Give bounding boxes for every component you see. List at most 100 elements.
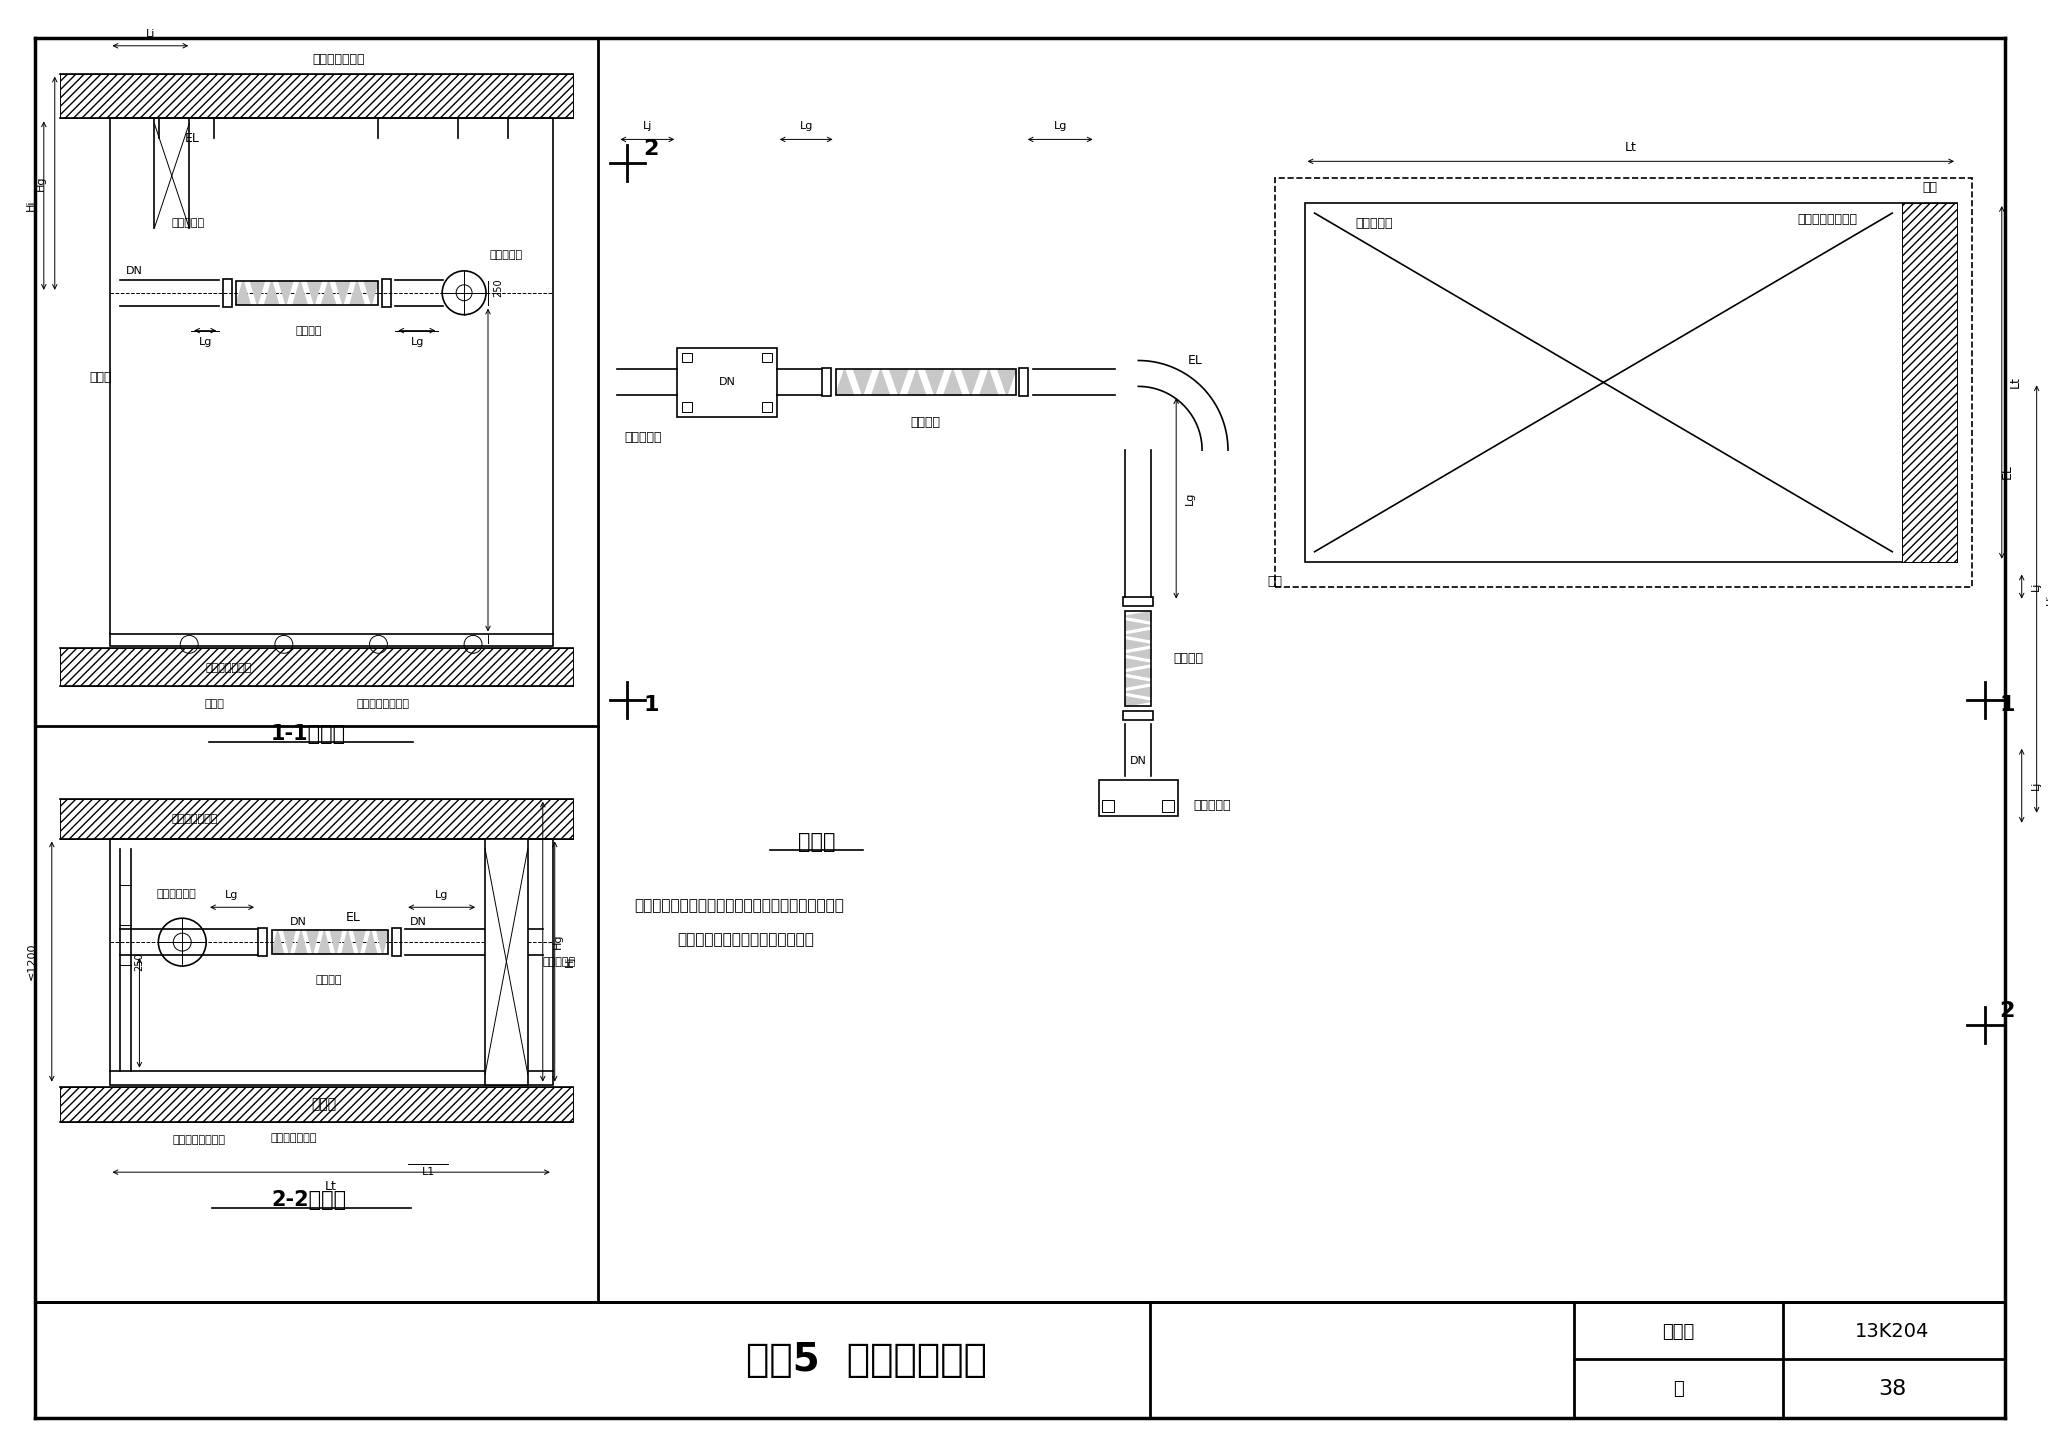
Text: 2-2剖面图: 2-2剖面图	[270, 1190, 346, 1210]
Text: Hg: Hg	[553, 933, 563, 949]
Bar	[381, 280, 391, 307]
Bar	[682, 352, 692, 363]
Text: Hg: Hg	[35, 176, 45, 191]
Bar	[272, 930, 389, 954]
Bar	[1020, 368, 1028, 396]
Text: 2: 2	[1999, 1000, 2015, 1021]
Text: 1-1剖面图: 1-1剖面图	[270, 724, 346, 744]
Polygon shape	[365, 281, 379, 304]
Text: 悬吊式移动车平台: 悬吊式移动车平台	[1798, 213, 1858, 226]
Text: 金属软管: 金属软管	[295, 326, 322, 336]
Polygon shape	[365, 930, 377, 954]
Text: Lg: Lg	[410, 336, 424, 347]
Text: Lj: Lj	[2032, 780, 2040, 791]
Polygon shape	[1126, 677, 1151, 687]
Text: EL: EL	[184, 132, 199, 146]
Bar	[821, 368, 831, 396]
Text: 13K204: 13K204	[1855, 1322, 1929, 1341]
Bar	[1163, 799, 1174, 811]
Bar	[1124, 711, 1153, 719]
Polygon shape	[944, 370, 963, 396]
Text: 1: 1	[643, 695, 659, 715]
Polygon shape	[1126, 658, 1151, 668]
Text: 1: 1	[1999, 695, 2015, 715]
Bar	[762, 352, 772, 363]
Polygon shape	[283, 930, 295, 954]
Polygon shape	[1126, 696, 1151, 706]
Text: 250: 250	[135, 952, 145, 971]
Text: 悬吊式移动车平台: 悬吊式移动车平台	[356, 699, 410, 709]
Polygon shape	[293, 281, 307, 304]
Polygon shape	[250, 281, 264, 304]
Text: Lt: Lt	[326, 1179, 338, 1192]
Text: 金属软管: 金属软管	[1174, 652, 1202, 665]
Polygon shape	[336, 281, 350, 304]
Polygon shape	[377, 930, 389, 954]
Text: 隔震层下部结构: 隔震层下部结构	[207, 664, 252, 673]
Text: 隔震层: 隔震层	[90, 371, 113, 384]
Bar	[1305, 204, 1958, 562]
Polygon shape	[354, 930, 365, 954]
Text: 2: 2	[643, 140, 659, 159]
Bar	[836, 370, 1016, 396]
Text: 隔震层上部结构: 隔震层上部结构	[313, 54, 365, 66]
Bar	[59, 648, 573, 686]
Polygon shape	[926, 370, 944, 396]
Text: 下固定台架: 下固定台架	[1194, 799, 1231, 812]
Polygon shape	[279, 281, 293, 304]
Text: Lg: Lg	[199, 336, 211, 347]
Bar	[1124, 597, 1153, 606]
Text: 上固定台架: 上固定台架	[625, 431, 662, 444]
Text: 万向轮: 万向轮	[205, 699, 223, 709]
Text: 下固定台架: 下固定台架	[543, 957, 575, 967]
Polygon shape	[1126, 668, 1151, 677]
Polygon shape	[907, 370, 926, 396]
Bar	[1098, 780, 1178, 815]
Bar	[109, 118, 553, 646]
Text: DN: DN	[291, 917, 307, 927]
Text: 高度可调支腿: 高度可调支腿	[156, 890, 197, 900]
Bar	[391, 927, 401, 957]
Text: DN: DN	[719, 377, 735, 387]
Polygon shape	[1126, 687, 1151, 696]
Bar	[109, 839, 553, 1085]
Bar	[223, 280, 231, 307]
Text: 车挡: 车挡	[1268, 575, 1282, 588]
Polygon shape	[342, 930, 354, 954]
Text: 页: 页	[1673, 1380, 1683, 1398]
Polygon shape	[307, 930, 319, 954]
Text: 隔震层上部结构: 隔震层上部结构	[172, 814, 217, 824]
Polygon shape	[1126, 630, 1151, 639]
Bar	[1126, 612, 1151, 706]
Bar	[485, 839, 528, 1085]
Bar	[1102, 799, 1114, 811]
Text: Lj: Lj	[145, 29, 156, 39]
Polygon shape	[264, 281, 279, 304]
Text: 悬吊式移动车平台: 悬吊式移动车平台	[172, 1136, 225, 1146]
Text: Lg: Lg	[1186, 492, 1196, 505]
Bar	[59, 1086, 573, 1123]
Text: 250: 250	[494, 278, 504, 297]
Text: DN: DN	[1130, 756, 1147, 766]
Bar	[678, 348, 776, 418]
Polygon shape	[295, 930, 307, 954]
Text: L1: L1	[422, 1168, 434, 1178]
Text: EL: EL	[346, 910, 360, 923]
Polygon shape	[272, 930, 283, 954]
Polygon shape	[854, 370, 872, 396]
Text: 车挡: 车挡	[1923, 181, 1937, 194]
Text: EL: EL	[1188, 354, 1202, 367]
Text: 附录5  水平隔震连接: 附录5 水平隔震连接	[745, 1341, 987, 1379]
Text: 配管移动车: 配管移动车	[489, 250, 522, 261]
Polygon shape	[236, 281, 250, 304]
Text: 平面图: 平面图	[799, 831, 836, 852]
Text: DN: DN	[410, 917, 426, 927]
Polygon shape	[836, 370, 854, 396]
Text: Lg: Lg	[1053, 121, 1067, 131]
Polygon shape	[889, 370, 907, 396]
Polygon shape	[872, 370, 889, 396]
Polygon shape	[307, 281, 322, 304]
Polygon shape	[319, 930, 330, 954]
Text: 上固定台架: 上固定台架	[172, 218, 205, 229]
Text: Lt: Lt	[2009, 377, 2021, 389]
